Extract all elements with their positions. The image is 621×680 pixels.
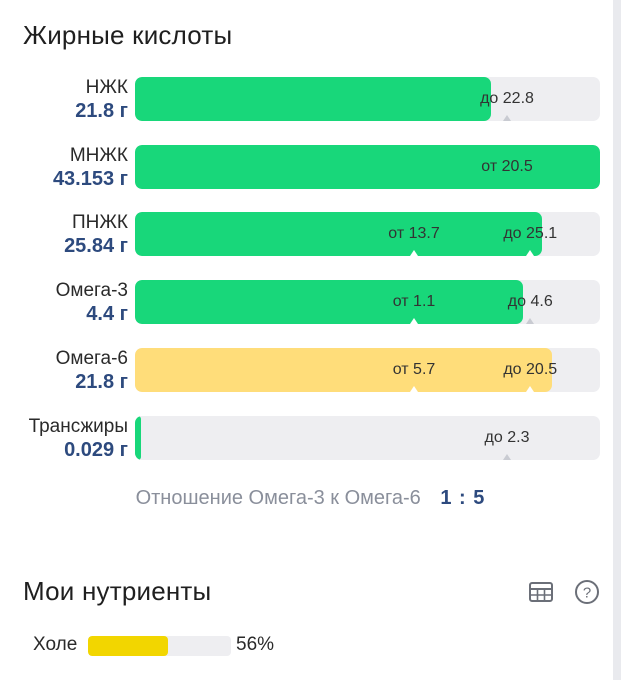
fatty-acid-row: НЖК 21.8 г до 22.8 bbox=[0, 77, 621, 125]
fatty-acid-progress-fill bbox=[135, 280, 524, 325]
norm-marker-label: до 20.5 bbox=[503, 360, 558, 378]
fatty-acid-name: Омега-3 bbox=[55, 280, 128, 302]
nutrient-name: Холе bbox=[33, 634, 78, 655]
fatty-acid-progress-track: от 1.1 до 4.6 bbox=[135, 280, 600, 325]
fatty-acid-row: ПНЖК 25.84 г от 13.7 до 25.1 bbox=[0, 212, 621, 260]
nutrient-progress-track bbox=[88, 636, 231, 656]
fatty-acid-name: МНЖК bbox=[69, 144, 128, 166]
norm-marker-label: до 4.6 bbox=[507, 293, 553, 311]
norm-marker-tick-icon bbox=[503, 115, 511, 121]
fatty-acid-progress-fill bbox=[135, 212, 542, 257]
fatty-acid-amount: 25.84 г bbox=[64, 235, 128, 258]
norm-marker-label: от 13.7 bbox=[388, 225, 440, 243]
norm-marker-tick-icon bbox=[410, 385, 418, 392]
fatty-acid-amount: 4.4 г bbox=[86, 303, 128, 326]
fatty-acid-progress-fill bbox=[135, 415, 141, 460]
fatty-acid-row: Трансжиры 0.029 г до 2.3 bbox=[0, 415, 621, 464]
fatty-acid-progress-fill bbox=[135, 144, 600, 189]
nutrient-row[interactable]: Холе 56% bbox=[0, 633, 621, 659]
norm-marker-tick-icon bbox=[503, 453, 511, 460]
my-nutrients-title: Мои нутриенты bbox=[23, 576, 212, 606]
omega-ratio: Отношение Омега-3 к Омега-6 1 : 5 bbox=[0, 487, 621, 510]
fatty-acid-amount: 21.8 г bbox=[75, 370, 128, 393]
fatty-acid-name: НЖК bbox=[85, 77, 128, 98]
fatty-acid-name: Трансжиры bbox=[28, 415, 128, 437]
norm-marker-label: до 22.8 bbox=[480, 90, 534, 107]
norm-marker-label: от 1.1 bbox=[392, 293, 436, 311]
nutrient-progress-fill bbox=[88, 636, 169, 656]
fatty-acid-progress-fill bbox=[135, 347, 553, 392]
fatty-acid-label: НЖК 21.8 г bbox=[75, 77, 128, 123]
nutrient-percent: 56% bbox=[236, 634, 275, 655]
norm-marker-tick-icon bbox=[410, 250, 418, 257]
omega-ratio-value: 1 : 5 bbox=[440, 487, 486, 509]
fatty-acid-progress-track: от 20.5 bbox=[135, 144, 600, 189]
fatty-acid-label: МНЖК 43.153 г bbox=[53, 145, 128, 191]
fatty-acids-title: Жирные кислоты bbox=[23, 20, 233, 50]
svg-text:?: ? bbox=[583, 585, 591, 602]
fatty-acid-label: ПНЖК 25.84 г bbox=[64, 212, 128, 258]
fatty-acid-name: Омега-6 bbox=[55, 347, 128, 369]
norm-marker-label: от 5.7 bbox=[392, 360, 436, 378]
scrollbar-track bbox=[613, 0, 621, 680]
fatty-acid-row: МНЖК 43.153 г от 20.5 bbox=[0, 144, 621, 193]
fatty-acid-amount: 21.8 г bbox=[75, 100, 128, 122]
fatty-acid-progress-track: от 13.7 до 25.1 bbox=[135, 212, 600, 257]
norm-marker-label: от 20.5 bbox=[481, 157, 533, 175]
norm-marker-tick-icon bbox=[410, 318, 418, 325]
norm-marker-tick-icon bbox=[526, 250, 535, 257]
fatty-acid-progress-track: до 22.8 bbox=[135, 77, 600, 121]
fatty-acid-amount: 43.153 г bbox=[52, 167, 128, 190]
help-icon[interactable]: ? bbox=[573, 578, 601, 606]
fatty-acid-name: ПНЖК bbox=[72, 212, 128, 234]
omega-ratio-label: Отношение Омега-3 к Омега-6 bbox=[135, 487, 421, 509]
norm-marker-label: до 2.3 bbox=[484, 428, 530, 446]
table-icon[interactable] bbox=[527, 578, 555, 606]
fatty-acid-row: Омега-6 21.8 г от 5.7 до 20.5 bbox=[0, 347, 621, 396]
norm-marker-tick-icon bbox=[526, 318, 535, 325]
fatty-acid-amount: 0.029 г bbox=[64, 438, 128, 461]
fatty-acid-progress-fill bbox=[135, 77, 491, 121]
fatty-acid-label: Омега-3 4.4 г bbox=[56, 280, 128, 326]
fatty-acid-label: Омега-6 21.8 г bbox=[56, 348, 128, 394]
fatty-acid-progress-track: от 5.7 до 20.5 bbox=[135, 347, 600, 392]
fatty-acid-row: Омега-3 4.4 г от 1.1 до 4.6 bbox=[0, 280, 621, 328]
norm-marker-label: до 25.1 bbox=[503, 225, 558, 243]
fatty-acid-label: Трансжиры 0.029 г bbox=[29, 416, 128, 462]
fatty-acid-progress-track: до 2.3 bbox=[135, 415, 600, 460]
norm-marker-tick-icon bbox=[526, 385, 535, 392]
